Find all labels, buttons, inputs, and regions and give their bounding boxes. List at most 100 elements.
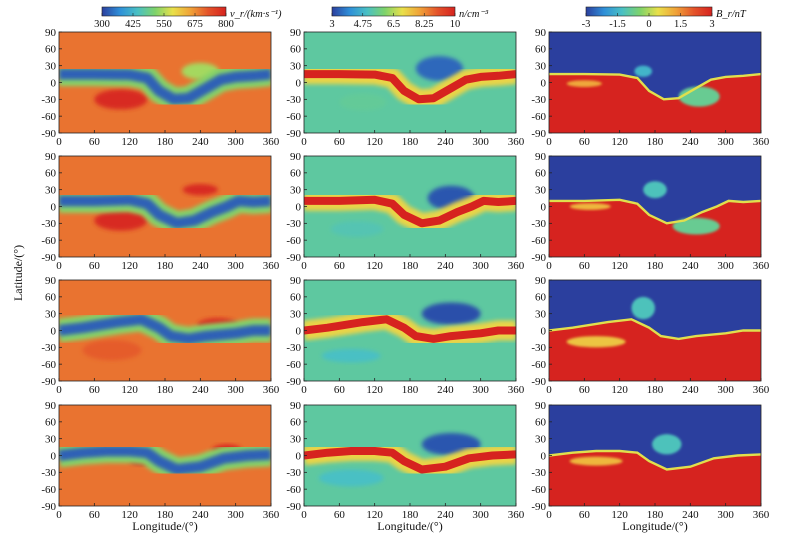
colorbar-tick-label: -3 (582, 19, 591, 30)
x-tick-label: 240 (437, 384, 454, 396)
x-tick-label: 180 (402, 260, 419, 272)
x-tick-label: 0 (56, 260, 62, 272)
x-tick-label: 240 (682, 384, 699, 396)
colorbar-tick-label: 6.5 (387, 19, 400, 30)
heatmap-field (549, 405, 761, 506)
x-tick-label: 180 (157, 384, 174, 396)
x-tick-label: 360 (753, 509, 770, 521)
y-tick-label: -60 (286, 235, 301, 247)
x-tick-label: 60 (334, 136, 346, 148)
y-tick-label: 60 (45, 292, 57, 304)
y-tick-label: -30 (41, 218, 56, 230)
colorbar-tick-label: 425 (125, 19, 141, 30)
br-feature-1 (678, 86, 720, 107)
y-tick-label: 30 (535, 184, 547, 196)
colorbar-tick-label: 1.5 (674, 19, 687, 30)
x-tick-label: 360 (753, 136, 770, 148)
x-tick-label: 180 (157, 509, 174, 521)
y-tick-label: 90 (45, 275, 57, 287)
x-tick-label: 180 (402, 136, 419, 148)
x-tick-label: 0 (546, 384, 552, 396)
br-feature-2 (569, 456, 623, 466)
colorbar-label: n/cm⁻³ (459, 9, 489, 20)
colorbar-label: B_r/nT (716, 9, 747, 20)
x-tick-label: 60 (579, 136, 591, 148)
y-tick-label: -90 (41, 376, 56, 388)
y-tick-label: 30 (45, 433, 57, 445)
x-tick-label: 180 (157, 260, 174, 272)
slow-wind-belt (59, 68, 271, 105)
y-tick-label: -30 (531, 467, 546, 479)
x-tick-label: 300 (717, 260, 734, 272)
y-tick-label: 0 (541, 450, 547, 462)
y-tick-label: -30 (41, 94, 56, 106)
y-tick-label: 0 (541, 325, 547, 337)
colorbar-tick-label: 10 (450, 19, 461, 30)
vr-feature-1 (94, 89, 148, 110)
y-tick-label: -30 (286, 218, 301, 230)
heatmap-field (549, 156, 761, 257)
y-tick-label: 90 (45, 27, 57, 39)
x-tick-label: 180 (157, 136, 174, 148)
heatmap-field (304, 156, 516, 257)
colorbar-tick-label: -1.5 (609, 19, 626, 30)
x-tick-label: 60 (89, 260, 101, 272)
y-tick-label: 60 (290, 168, 302, 180)
y-tick-label: 90 (45, 400, 57, 412)
density-sheet (304, 195, 516, 228)
y-tick-label: -90 (41, 501, 56, 513)
n-feature-1 (421, 302, 481, 325)
x-tick-label: 0 (56, 509, 62, 521)
x-tick-label: 300 (227, 384, 244, 396)
x-tick-label: 300 (717, 509, 734, 521)
slow-wind-belt (59, 445, 271, 475)
y-tick-label: 0 (296, 77, 302, 89)
x-tick-label: 60 (334, 509, 346, 521)
x-tick-label: 120 (366, 136, 383, 148)
y-tick-label: 30 (290, 184, 302, 196)
x-tick-label: 300 (472, 136, 489, 148)
y-tick-label: -60 (286, 484, 301, 496)
density-sheet (304, 315, 516, 343)
y-tick-label: -90 (531, 501, 546, 513)
x-tick-label: 360 (753, 260, 770, 272)
y-tick-label: -90 (286, 501, 301, 513)
x-tick-label: 120 (366, 509, 383, 521)
x-axis-label-left: Longitude/(°) (132, 519, 197, 533)
x-tick-label: 240 (192, 260, 209, 272)
x-tick-label: 240 (682, 509, 699, 521)
colorbar-tick-label: 8.25 (415, 19, 433, 30)
y-tick-label: -60 (41, 111, 56, 123)
y-tick-label: 0 (51, 450, 57, 462)
x-tick-label: 180 (647, 384, 664, 396)
x-tick-label: 300 (717, 136, 734, 148)
neutral-line (549, 72, 761, 101)
y-tick-label: 60 (290, 292, 302, 304)
y-tick-label: -90 (286, 252, 301, 264)
x-tick-label: 60 (89, 384, 101, 396)
colorbar-tick-label: 550 (156, 19, 172, 30)
y-tick-label: -60 (286, 111, 301, 123)
y-tick-label: -60 (41, 484, 56, 496)
br-feature-2 (631, 296, 655, 320)
neutral-line (549, 449, 761, 471)
y-axis-label: Latitude/(°) (11, 245, 25, 301)
y-tick-label: -30 (286, 467, 301, 479)
heatmap-field (549, 280, 761, 381)
n-feature-2 (330, 221, 384, 237)
y-tick-label: -90 (531, 128, 546, 140)
x-tick-label: 60 (89, 509, 101, 521)
y-tick-label: 90 (535, 400, 547, 412)
x-tick-label: 240 (437, 136, 454, 148)
y-tick-label: -30 (531, 342, 546, 354)
x-axis-label-middle: Longitude/(°) (377, 519, 442, 533)
x-tick-label: 60 (579, 384, 591, 396)
heatmap-field (59, 156, 271, 257)
x-tick-label: 240 (682, 136, 699, 148)
